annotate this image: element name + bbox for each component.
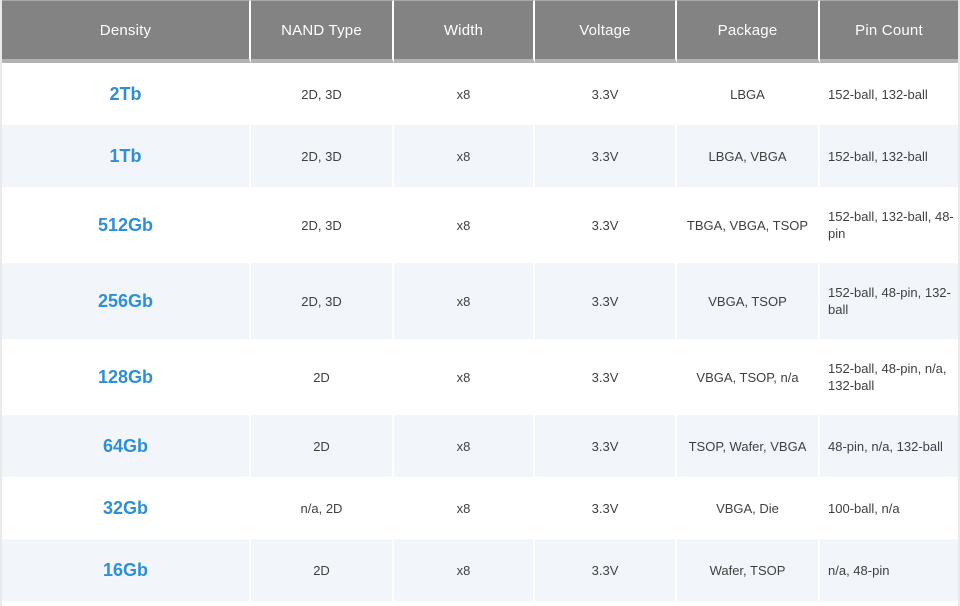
nand-type-cell: 2D, 3D — [251, 125, 394, 187]
voltage-cell: 3.3V — [535, 125, 677, 187]
table-row: 32Gb n/a, 2D x8 3.3V VBGA, Die 100-ball,… — [2, 477, 958, 539]
voltage-cell: 3.3V — [535, 477, 677, 539]
density-cell: 512Gb — [2, 187, 251, 263]
density-link[interactable]: 2Tb — [109, 83, 142, 104]
package-cell: VBGA, TSOP, n/a — [677, 339, 820, 415]
package-cell: TBGA, VBGA, TSOP — [677, 187, 820, 263]
nand-type-cell: 2D, 3D — [251, 187, 394, 263]
voltage-cell: 3.3V — [535, 63, 677, 125]
density-cell: 32Gb — [2, 477, 251, 539]
nand-type-cell: n/a, 2D — [251, 477, 394, 539]
package-cell: VBGA, Die — [677, 477, 820, 539]
nand-type-cell: 2D — [251, 539, 394, 601]
column-header-pin-count: Pin Count — [820, 0, 958, 63]
package-cell: LBGA, VBGA — [677, 125, 820, 187]
nand-type-cell: 2D, 3D — [251, 263, 394, 339]
width-cell: x8 — [394, 539, 535, 601]
density-link[interactable]: 32Gb — [102, 497, 149, 518]
nand-type-cell: 2D — [251, 415, 394, 477]
voltage-cell: 3.3V — [535, 339, 677, 415]
table-row: 64Gb 2D x8 3.3V TSOP, Wafer, VBGA 48-pin… — [2, 415, 958, 477]
column-header-voltage: Voltage — [535, 0, 677, 63]
table-row: 512Gb 2D, 3D x8 3.3V TBGA, VBGA, TSOP 15… — [2, 187, 958, 263]
table-row: 1Tb 2D, 3D x8 3.3V LBGA, VBGA 152-ball, … — [2, 125, 958, 187]
header-row: Density NAND Type Width Voltage Package … — [2, 0, 958, 63]
table-row: 128Gb 2D x8 3.3V VBGA, TSOP, n/a 152-bal… — [2, 339, 958, 415]
voltage-cell: 3.3V — [535, 187, 677, 263]
density-cell: 64Gb — [2, 415, 251, 477]
package-cell: TSOP, Wafer, VBGA — [677, 415, 820, 477]
pin-count-cell: 152-ball, 48-pin, 132-ball — [820, 263, 958, 339]
table-body: 2Tb 2D, 3D x8 3.3V LBGA 152-ball, 132-ba… — [2, 63, 958, 601]
voltage-cell: 3.3V — [535, 415, 677, 477]
package-cell: VBGA, TSOP — [677, 263, 820, 339]
voltage-cell: 3.3V — [535, 539, 677, 601]
density-link[interactable]: 128Gb — [97, 366, 154, 387]
density-link[interactable]: 64Gb — [102, 435, 149, 456]
voltage-cell: 3.3V — [535, 263, 677, 339]
table-row: 256Gb 2D, 3D x8 3.3V VBGA, TSOP 152-ball… — [2, 263, 958, 339]
pin-count-cell: 152-ball, 48-pin, n/a, 132-ball — [820, 339, 958, 415]
pin-count-cell: 48-pin, n/a, 132-ball — [820, 415, 958, 477]
nand-type-cell: 2D, 3D — [251, 63, 394, 125]
package-cell: Wafer, TSOP — [677, 539, 820, 601]
density-cell: 16Gb — [2, 539, 251, 601]
pin-count-cell: 152-ball, 132-ball — [820, 125, 958, 187]
package-cell: LBGA — [677, 63, 820, 125]
width-cell: x8 — [394, 477, 535, 539]
density-cell: 256Gb — [2, 263, 251, 339]
pin-count-cell: 100-ball, n/a — [820, 477, 958, 539]
width-cell: x8 — [394, 63, 535, 125]
width-cell: x8 — [394, 263, 535, 339]
width-cell: x8 — [394, 415, 535, 477]
pin-count-cell: 152-ball, 132-ball — [820, 63, 958, 125]
width-cell: x8 — [394, 187, 535, 263]
column-header-density: Density — [2, 0, 251, 63]
density-link[interactable]: 1Tb — [109, 145, 142, 166]
density-link[interactable]: 256Gb — [97, 290, 154, 311]
table-row: 16Gb 2D x8 3.3V Wafer, TSOP n/a, 48-pin — [2, 539, 958, 601]
nand-type-cell: 2D — [251, 339, 394, 415]
table-row: 2Tb 2D, 3D x8 3.3V LBGA 152-ball, 132-ba… — [2, 63, 958, 125]
table-header: Density NAND Type Width Voltage Package … — [2, 0, 958, 63]
width-cell: x8 — [394, 125, 535, 187]
column-header-width: Width — [394, 0, 535, 63]
column-header-package: Package — [677, 0, 820, 63]
pin-count-cell: 152-ball, 132-ball, 48-pin — [820, 187, 958, 263]
density-link[interactable]: 16Gb — [102, 559, 149, 580]
density-cell: 128Gb — [2, 339, 251, 415]
density-link[interactable]: 512Gb — [97, 214, 154, 235]
column-header-nand-type: NAND Type — [251, 0, 394, 63]
pin-count-cell: n/a, 48-pin — [820, 539, 958, 601]
density-cell: 1Tb — [2, 125, 251, 187]
density-cell: 2Tb — [2, 63, 251, 125]
width-cell: x8 — [394, 339, 535, 415]
